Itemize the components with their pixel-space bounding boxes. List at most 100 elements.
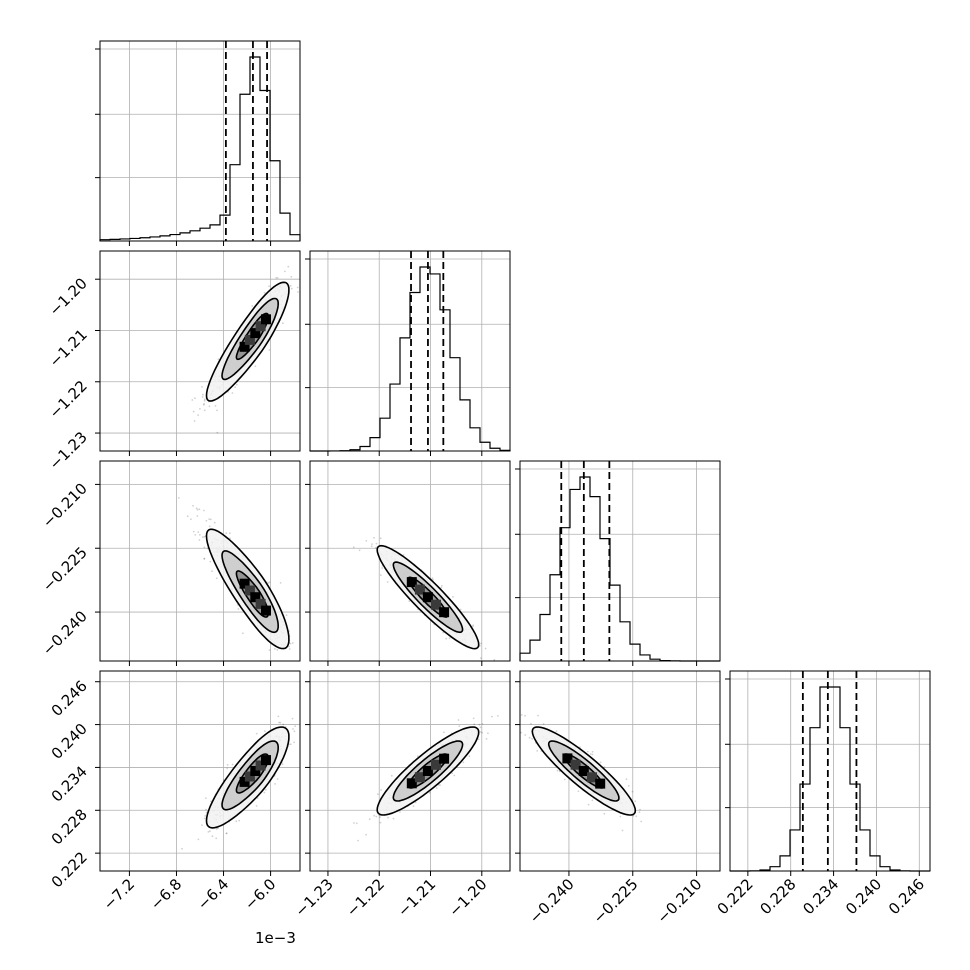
sample-point (213, 521, 216, 524)
sample-point (201, 536, 204, 538)
y-tick-label: −0.240 (39, 607, 91, 659)
sample-point (387, 816, 389, 819)
sample-point (203, 399, 206, 402)
sample-point (211, 570, 214, 573)
sample-point (530, 722, 532, 725)
panel-frame (519, 670, 721, 872)
panel-frame (99, 40, 301, 242)
sample-point (358, 549, 361, 552)
histogram-step (309, 266, 511, 452)
sample-point (439, 784, 441, 786)
sample-point (451, 772, 453, 774)
sample-point (255, 805, 258, 807)
x-tick-label: 0.234 (799, 875, 842, 918)
sample-point (441, 585, 443, 587)
panel-frame (309, 670, 511, 872)
sample-point (197, 531, 200, 533)
density-peak-cell (431, 599, 441, 610)
density-peak-cell (239, 578, 250, 589)
panel-frame (729, 670, 931, 872)
density-peak-cell (431, 759, 441, 770)
panel-3-2: −0.240 −0.225 −0.210 (515, 670, 721, 927)
x-tick-label: −6.8 (147, 875, 185, 913)
sample-point (563, 778, 566, 781)
sample-point (203, 557, 206, 560)
panel-3-3: 0.222 0.228 0.234 0.240 0.246 (714, 670, 931, 918)
sample-point (468, 755, 471, 757)
y-tick-label: 0.228 (48, 805, 91, 848)
sample-point (196, 508, 199, 511)
sample-point (591, 750, 594, 753)
sample-point (365, 833, 367, 836)
y-tick-label: −1.22 (46, 377, 91, 422)
sample-point (416, 755, 419, 758)
sample-point (448, 637, 451, 639)
sample-point (599, 761, 602, 764)
sample-point (177, 497, 180, 499)
x-tick-label: −1.23 (292, 875, 337, 920)
sample-point (255, 732, 258, 735)
sample-point (226, 767, 229, 770)
sample-point (491, 715, 493, 718)
sample-point (275, 277, 278, 279)
panel-frame (519, 460, 721, 662)
x-tick-label: −0.225 (590, 875, 642, 927)
sample-point (371, 543, 373, 545)
sample-point (215, 828, 218, 830)
sample-point (201, 396, 204, 398)
sample-point (205, 519, 208, 522)
sample-point (203, 558, 206, 560)
sample-point (201, 386, 203, 388)
sample-point (191, 399, 194, 401)
sample-point (194, 534, 197, 536)
sample-point (208, 525, 211, 528)
sample-point (479, 644, 481, 647)
sample-point (198, 539, 201, 541)
sample-point (472, 717, 475, 720)
sample-point (279, 582, 282, 584)
sample-point (380, 789, 382, 791)
sample-point (282, 322, 284, 325)
sample-point (211, 835, 214, 838)
sample-point (216, 431, 219, 434)
axis-offset-label: 1e−3 (255, 929, 296, 947)
sample-point (215, 577, 218, 580)
sample-point (268, 649, 271, 651)
sample-point (386, 581, 389, 583)
sample-point (625, 778, 628, 781)
sample-point (274, 648, 276, 650)
sample-point (440, 586, 443, 589)
density-peak-cell (406, 778, 417, 789)
x-tick-label: −0.240 (526, 875, 578, 927)
sample-point (226, 764, 229, 766)
sample-point (203, 402, 206, 405)
sample-point (209, 518, 212, 521)
sample-point (264, 789, 267, 791)
sample-point (201, 824, 203, 826)
density-peak-cell (250, 766, 261, 776)
sample-point (520, 731, 522, 734)
sample-point (524, 714, 526, 717)
sample-point (452, 596, 454, 598)
sample-point (373, 536, 375, 539)
sample-point (205, 797, 207, 799)
sample-point (202, 393, 204, 396)
sample-point (365, 540, 368, 542)
sample-point (293, 730, 296, 733)
sample-point (234, 386, 237, 389)
sample-point (225, 832, 228, 835)
panel-2-0: −0.240 −0.225 −0.210 (39, 460, 301, 666)
x-tick-label: −6.0 (241, 875, 279, 913)
sample-point (399, 811, 401, 813)
density-peak-cell (261, 755, 271, 766)
sample-point (473, 723, 476, 726)
sample-point (289, 642, 292, 645)
sample-point (192, 410, 195, 413)
sample-point (181, 847, 183, 850)
sample-point (357, 839, 359, 842)
sample-point (579, 746, 581, 748)
y-tick-label: −0.210 (39, 480, 91, 532)
sample-point (194, 397, 196, 400)
sample-point (192, 530, 195, 533)
density-peak-cell (255, 760, 266, 771)
